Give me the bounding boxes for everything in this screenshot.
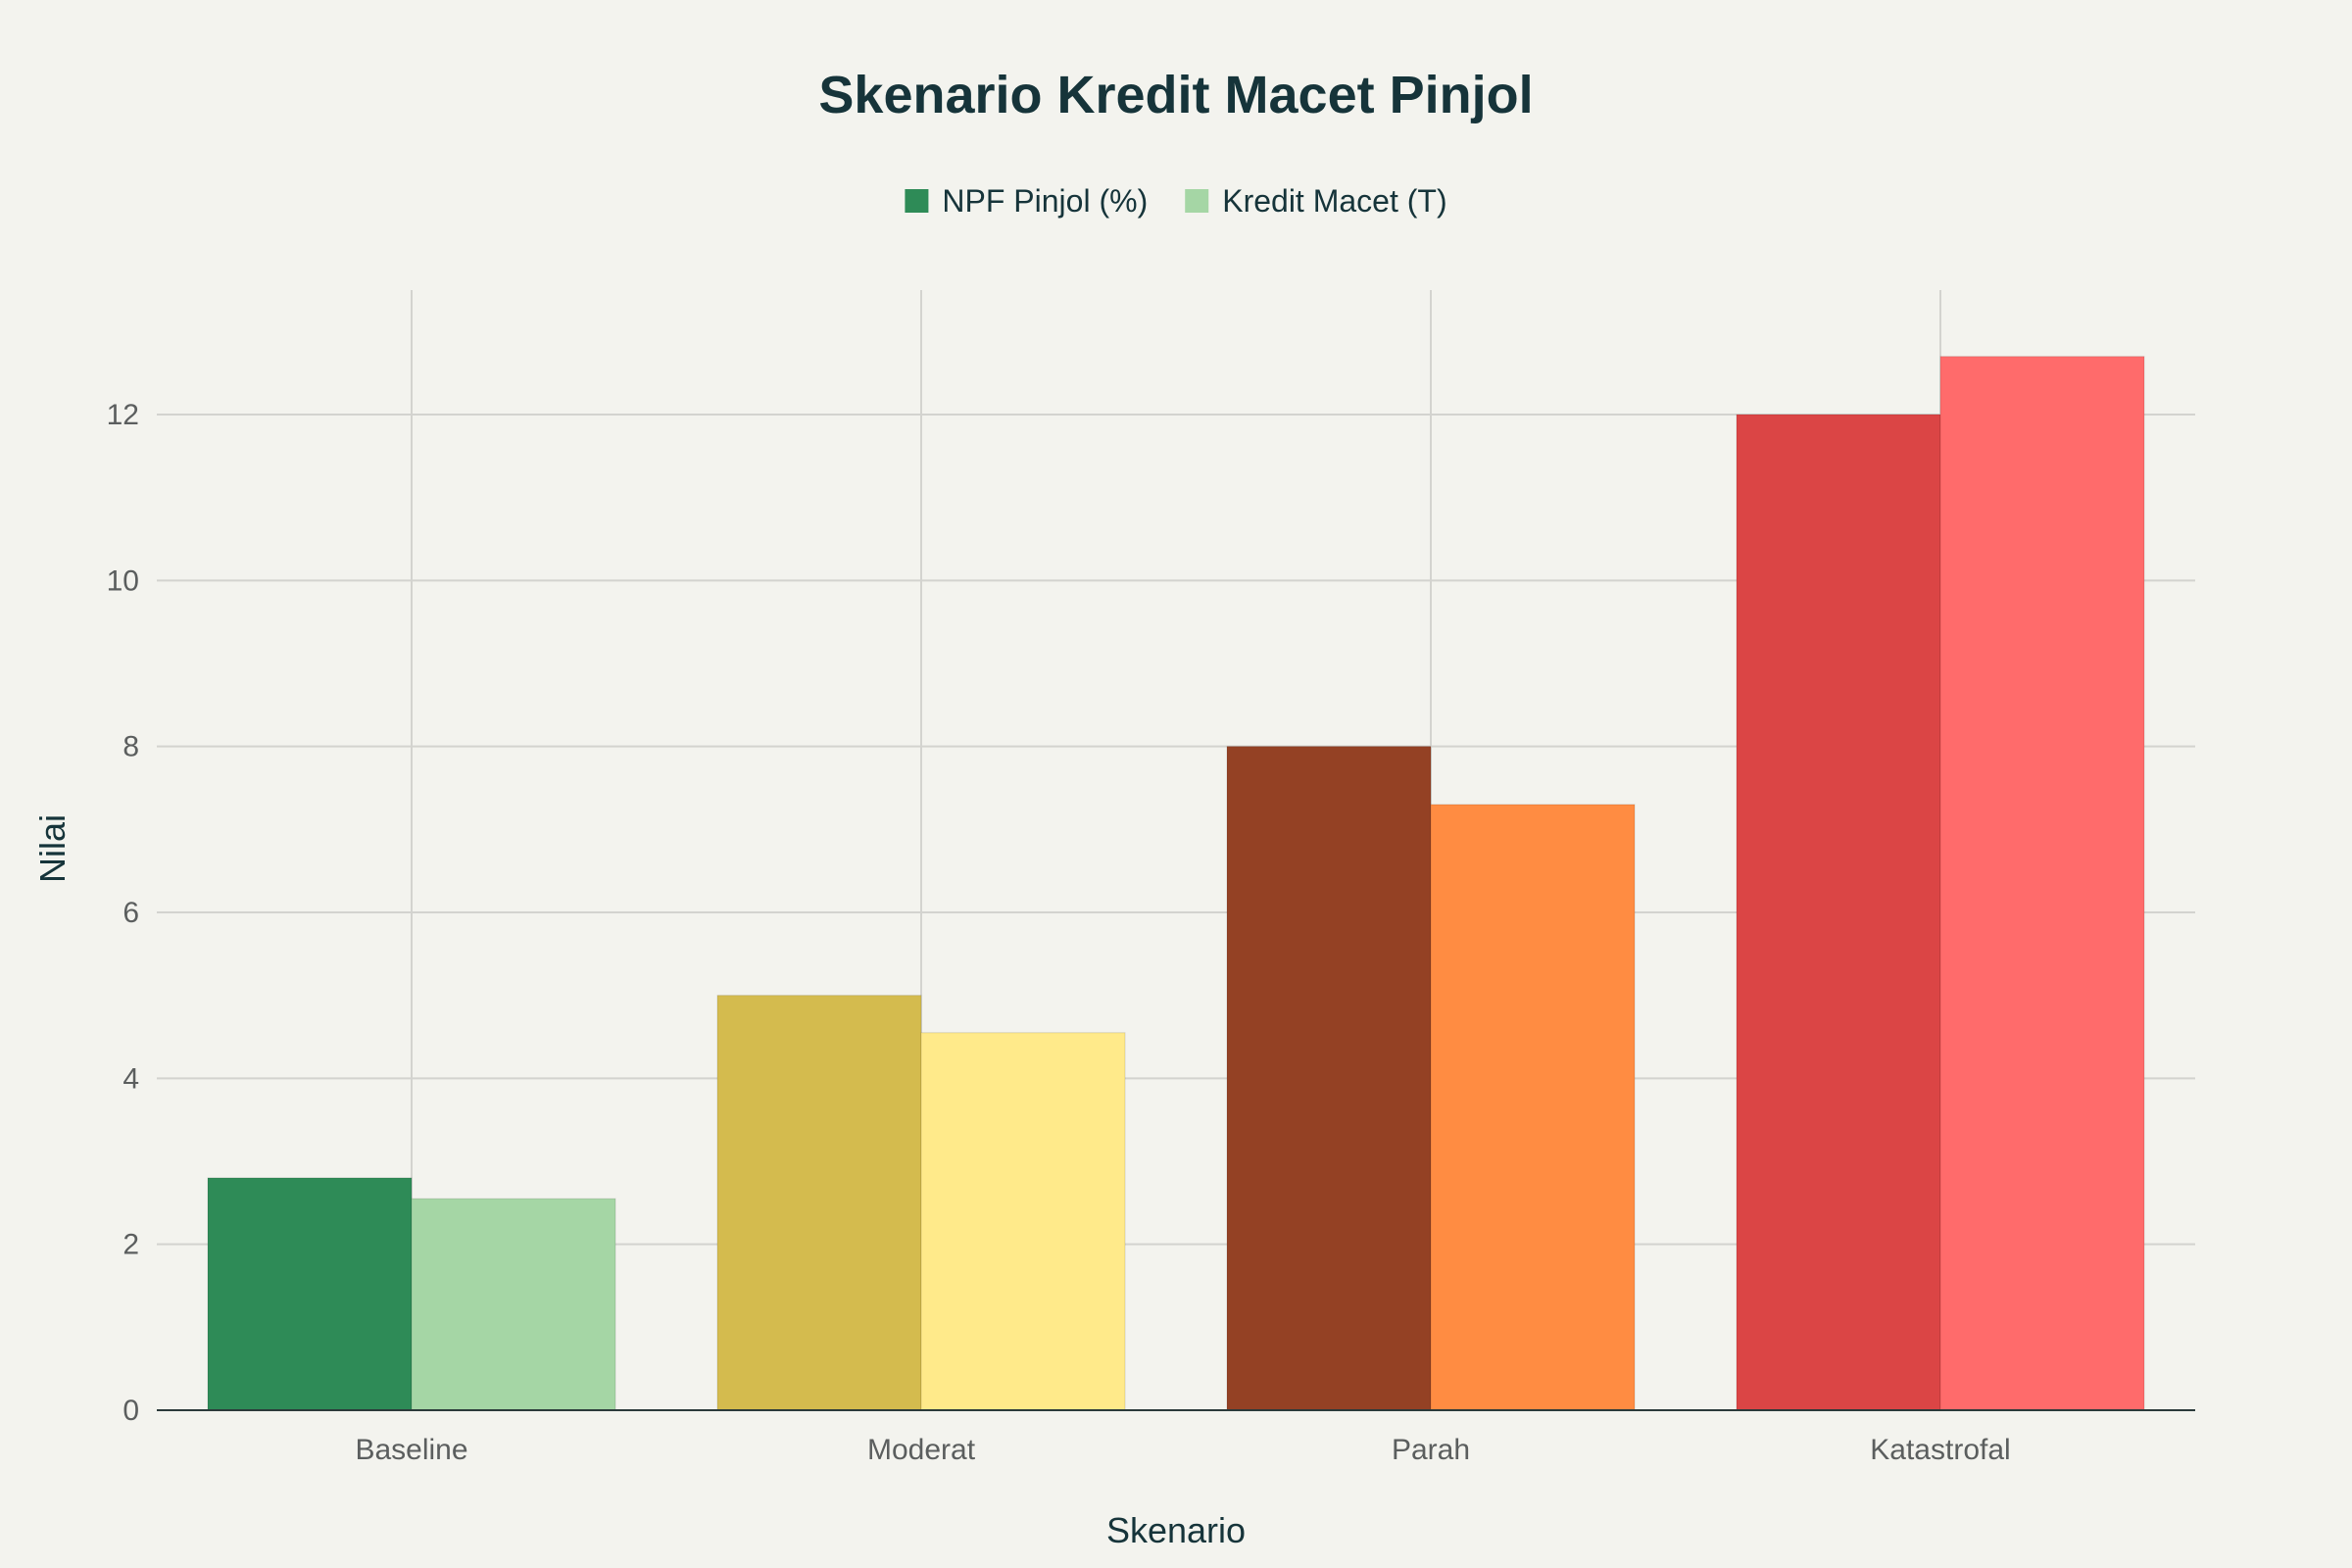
chart-title: Skenario Kredit Macet Pinjol [818, 66, 1533, 124]
bar-katastrofal-series-1 [1736, 414, 1941, 1411]
x-axis-title: Skenario [1106, 1510, 1246, 1550]
legend-label: Kredit Macet (T) [1222, 183, 1446, 219]
legend-swatch [905, 189, 929, 213]
legend: NPF Pinjol (%) Kredit Macet (T) [905, 183, 1447, 219]
y-axis-title: Nilai [32, 814, 73, 883]
y-tick-label: 8 [122, 731, 139, 763]
bar-parah-series-2 [1430, 804, 1636, 1411]
y-tick-label: 12 [107, 399, 139, 431]
legend-label: NPF Pinjol (%) [942, 183, 1148, 219]
bar-moderat-series-1 [716, 995, 922, 1411]
x-tick-label: Baseline [355, 1434, 467, 1466]
bar-katastrofal-series-2 [1939, 356, 2145, 1411]
y-tick-label: 4 [122, 1062, 139, 1095]
y-tick-label: 10 [107, 564, 139, 597]
bar-baseline-series-1 [207, 1177, 413, 1411]
x-tick-label: Moderat [867, 1434, 976, 1466]
bar-moderat-series-2 [920, 1032, 1126, 1411]
bars [207, 356, 2145, 1411]
y-tick-label: 0 [122, 1395, 139, 1427]
legend-swatch [1185, 189, 1209, 213]
x-tick-label: Katastrofal [1870, 1434, 2010, 1466]
x-tick-label: Parah [1392, 1434, 1470, 1466]
bar-baseline-series-2 [411, 1198, 616, 1411]
y-tick-label: 6 [122, 897, 139, 929]
y-tick-label: 2 [122, 1229, 139, 1261]
tick-labels: 0 2 4 6 8 10 12 Baseline Moderat Parah Katastrofal [107, 399, 2011, 1466]
bar-parah-series-1 [1226, 746, 1432, 1411]
